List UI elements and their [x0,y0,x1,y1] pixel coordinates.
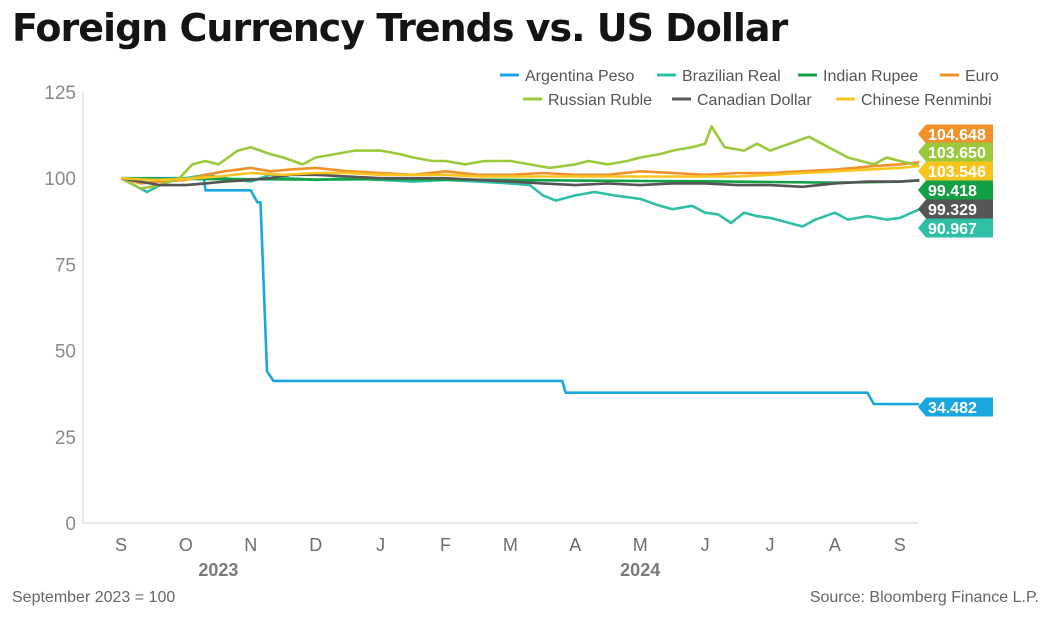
end-value-label: 103.650 [928,145,986,162]
x-tick-label: J [376,535,385,555]
y-tick-label: 125 [44,83,76,104]
end-value-tag-shape [918,180,993,200]
end-value-label: 99.418 [928,183,977,200]
end-value-tag-shape [918,161,993,181]
y-tick-label: 100 [44,169,76,190]
end-value-tag-shape [918,397,993,417]
end-value-tag: 99.329 [918,199,993,219]
series-line-canadian-dollar [120,173,920,189]
legend-label: Russian Ruble [548,92,652,109]
end-value-label: 103.546 [928,164,986,181]
x-tick-label: A [569,535,581,555]
x-tick-label: N [244,535,257,555]
x-tick-label: F [440,535,451,555]
legend-label: Chinese Renminbi [861,92,992,109]
end-value-tag: 34.482 [918,397,993,417]
end-value-tag: 99.418 [918,180,993,200]
source-note: Source: Bloomberg Finance L.P. [809,589,1039,606]
series-line-euro [120,160,920,185]
end-value-label: 104.648 [928,127,986,144]
x-tick-label: M [633,535,648,555]
x-tick-label: J [701,535,710,555]
legend-label: Indian Rupee [823,68,918,85]
end-value-tag-shape [918,218,993,238]
legend-label: Argentina Peso [525,68,635,85]
x-tick-label: D [309,535,322,555]
end-value-tag-shape [918,142,993,162]
end-value-tag: 90.967 [918,218,993,238]
end-value-label: 99.329 [928,202,977,219]
series-line-argentina-peso [121,176,920,406]
y-tick-label: 25 [55,428,76,449]
end-value-label: 34.482 [928,400,977,417]
x-tick-label: S [115,535,127,555]
baseline-note: September 2023 = 100 [12,589,176,606]
end-value-tag: 104.648 [918,124,993,144]
chart-title: Foreign Currency Trends vs. US Dollar [12,6,788,50]
end-value-tag: 103.546 [918,161,993,181]
year-label: 2023 [198,560,238,580]
x-tick-label: S [894,535,906,555]
end-value-tag-shape [918,124,993,144]
x-tick-label: O [179,535,193,555]
y-tick-label: 75 [55,255,76,276]
year-label: 2024 [620,560,660,580]
legend-label: Canadian Dollar [697,92,812,109]
legend-label: Brazilian Real [682,68,781,85]
end-value-tag: 103.650 [918,142,993,162]
y-tick-label: 0 [65,514,76,535]
x-tick-label: A [829,535,841,555]
end-value-label: 90.967 [928,221,977,238]
x-tick-label: M [503,535,518,555]
x-tick-label: J [766,535,775,555]
series-line-chinese-renminbi [120,164,920,182]
series-line-russian-ruble [120,125,920,190]
end-value-tag-shape [918,199,993,219]
legend-label: Euro [965,68,999,85]
y-tick-label: 50 [55,342,76,363]
